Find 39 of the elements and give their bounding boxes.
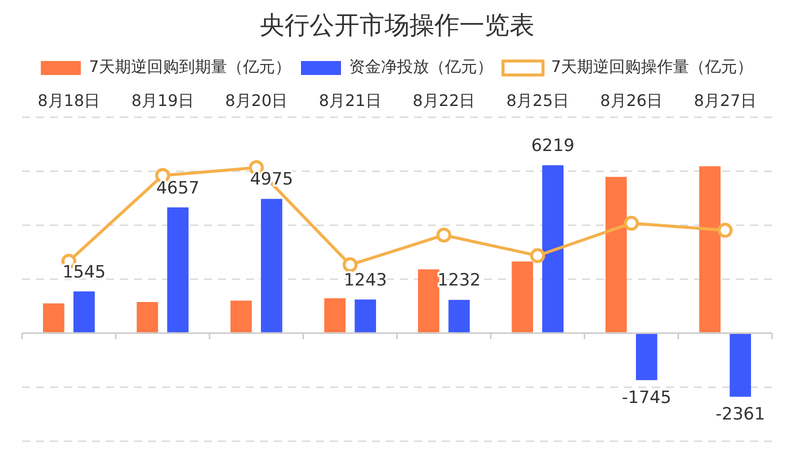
data-label: -1745 (622, 388, 672, 408)
bar (136, 302, 158, 332)
data-label: 1243 (344, 270, 387, 290)
bar (542, 165, 564, 332)
chart-title: 央行公开市场操作一览表 (260, 10, 534, 40)
bar (730, 334, 752, 397)
bar (42, 303, 64, 332)
bar (354, 300, 376, 332)
point (436, 228, 452, 243)
bar (448, 300, 470, 332)
bar (512, 262, 534, 332)
bar (605, 176, 627, 332)
point (530, 248, 546, 264)
x-tick-label: 8月20日 (225, 90, 288, 110)
x-tick-label: 8月18日 (38, 90, 100, 110)
bar (699, 166, 721, 332)
legend-label: 7天期逆回购操作量（亿元） (551, 57, 754, 76)
bar (73, 291, 95, 332)
bar (324, 298, 346, 332)
x-tick-label: 8月25日 (506, 90, 569, 110)
data-label: -2361 (716, 404, 766, 425)
bar (636, 334, 658, 380)
legend-label: 资金净投放（亿元） (349, 57, 493, 76)
data-label: 6219 (531, 136, 574, 156)
x-tick-label: 8月21日 (318, 90, 382, 110)
x-tick-label: 8月27日 (694, 90, 756, 110)
point (624, 216, 639, 231)
data-label: 1545 (62, 262, 106, 282)
bar (418, 269, 440, 332)
x-tick-label: 8月19日 (131, 90, 194, 110)
bar (167, 207, 189, 332)
legend-label: 7天期逆回购到期量（亿元） (88, 57, 292, 76)
x-tick-label: 8月26日 (600, 90, 663, 110)
bar (260, 198, 282, 332)
point (718, 222, 733, 238)
bar (230, 300, 252, 332)
point (342, 257, 358, 272)
data-label: 4657 (156, 178, 200, 198)
x-tick-label: 8月22日 (412, 90, 476, 110)
